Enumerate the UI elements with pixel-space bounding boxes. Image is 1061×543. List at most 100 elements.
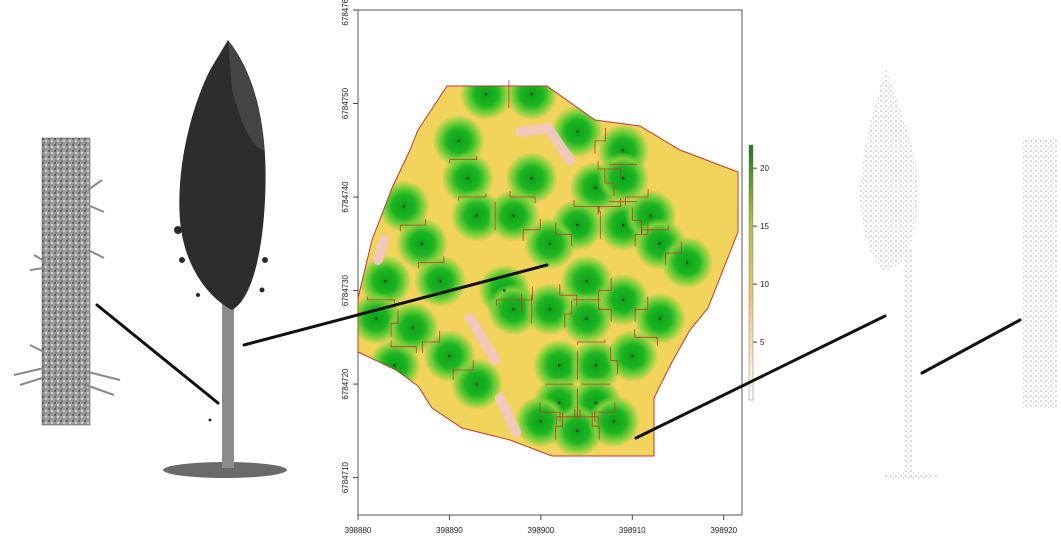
segment-edge [521, 286, 533, 313]
tree-top-marker [439, 280, 442, 283]
segment-edge [573, 200, 600, 213]
segment-edge [418, 256, 445, 269]
segment-edge [577, 339, 606, 345]
segment-edge [594, 402, 616, 422]
segment-edge [597, 160, 622, 178]
colorbar: 5 10 15 20 [748, 144, 769, 401]
tree-top-marker [576, 223, 579, 227]
segment-edge [574, 409, 599, 425]
tree-top-marker [548, 242, 552, 245]
x-tick-label: 398890 [436, 526, 463, 535]
segment-edge [625, 188, 649, 206]
segment-edge [597, 198, 622, 215]
tree-top-marker [557, 364, 561, 367]
segment-edge [559, 284, 578, 307]
tree-top-marker [466, 177, 469, 180]
tree-top-marker [576, 130, 579, 133]
tree-top-marker [612, 420, 616, 423]
y-tick-label: 6784760 [341, 0, 350, 26]
tree-top-marker [512, 308, 515, 311]
colorbar-tick-label: 20 [760, 164, 769, 173]
x-tick-label: 398920 [710, 526, 737, 535]
segment-edge [495, 293, 522, 307]
connector-sparse-tree-to-slice [920, 318, 1022, 375]
segment-edge [556, 409, 581, 425]
tree-top-marker [375, 317, 378, 320]
connector-stem-to-tree [95, 303, 220, 405]
tree-top-marker [530, 92, 533, 96]
x-tick-label: 398880 [345, 526, 372, 535]
segment-edge [631, 207, 642, 234]
tree-top-marker [448, 354, 451, 358]
y-axis: 6784710 6784720 6784730 6784740 6784750 67847… [341, 0, 358, 493]
y-tick-label: 6784710 [341, 461, 350, 493]
plot-boundary [357, 85, 739, 457]
segment-edge [399, 218, 426, 232]
tree-top-marker [621, 149, 625, 152]
tree-top-marker [420, 242, 424, 245]
segment-edge [555, 412, 563, 440]
connector-map-to-sparse-tree [634, 314, 887, 440]
segment-edge [366, 296, 395, 304]
y-tick-label: 6784740 [341, 181, 350, 213]
y-tick-label: 6784730 [341, 274, 350, 306]
tree-top-marker [631, 354, 634, 358]
segment-edge [634, 222, 649, 247]
tree-top-markers [375, 92, 689, 433]
segment-edge [634, 329, 658, 346]
colorbar-tick-label: 10 [760, 280, 769, 289]
stem-slice-pointcloud [1022, 138, 1058, 408]
segment-edge [665, 241, 682, 265]
stem-closeup-pointcloud [13, 137, 121, 426]
tree-top-marker [539, 420, 543, 423]
tree-top-marker [557, 401, 561, 404]
segment-edge [591, 412, 600, 440]
segment-edge [422, 330, 441, 354]
tree-top-marker [594, 364, 597, 367]
segment-edge [641, 225, 669, 235]
segment-edge [458, 193, 487, 201]
tree-top-marker [685, 261, 689, 264]
tree-top-marker [585, 280, 588, 283]
segment-edge [598, 296, 612, 322]
tree-top-marker [411, 326, 415, 330]
tree-top-marker [658, 317, 661, 320]
tree-top-marker [621, 298, 625, 302]
tree-top-marker [576, 429, 579, 433]
segment-edge [634, 296, 649, 322]
tree-top-marker [393, 364, 396, 367]
connector-lines [95, 263, 1022, 440]
crown-segmentation-map [357, 9, 743, 516]
tree-top-marker [512, 214, 515, 217]
y-tick-label: 6784720 [341, 368, 350, 400]
segment-boundaries [366, 80, 682, 440]
tree-top-marker [548, 308, 552, 311]
tree-top-marker [503, 289, 506, 292]
segment-edge [610, 347, 618, 375]
tree-top-marker [475, 214, 479, 217]
sparse-tree-pointcloud [860, 70, 938, 480]
tree-top-marker [594, 186, 597, 189]
tree-top-marker [530, 177, 533, 180]
tree-top-marker [621, 223, 625, 227]
segment-edge [594, 128, 606, 154]
connector-tree-to-map [242, 263, 549, 347]
colorbar-tick-label: 15 [760, 222, 769, 231]
tree-top-marker [594, 401, 597, 404]
segment-edge [555, 222, 572, 246]
full-tree-pointcloud [163, 40, 287, 478]
x-axis: 398880 398890 398900 398910 398920 [345, 515, 738, 535]
tree-top-marker [475, 382, 479, 386]
tree-top-marker [402, 205, 405, 208]
tree-top-marker [658, 242, 661, 245]
segment-edge [449, 156, 478, 163]
tree-top-marker [457, 139, 460, 143]
tree-top-marker [484, 92, 488, 96]
tree-top-marker [585, 317, 588, 320]
segment-edge [509, 190, 536, 204]
segment-edge [564, 300, 573, 328]
segment-edge [604, 169, 615, 197]
tree-top-marker [649, 214, 652, 217]
segment-edge [390, 309, 399, 337]
